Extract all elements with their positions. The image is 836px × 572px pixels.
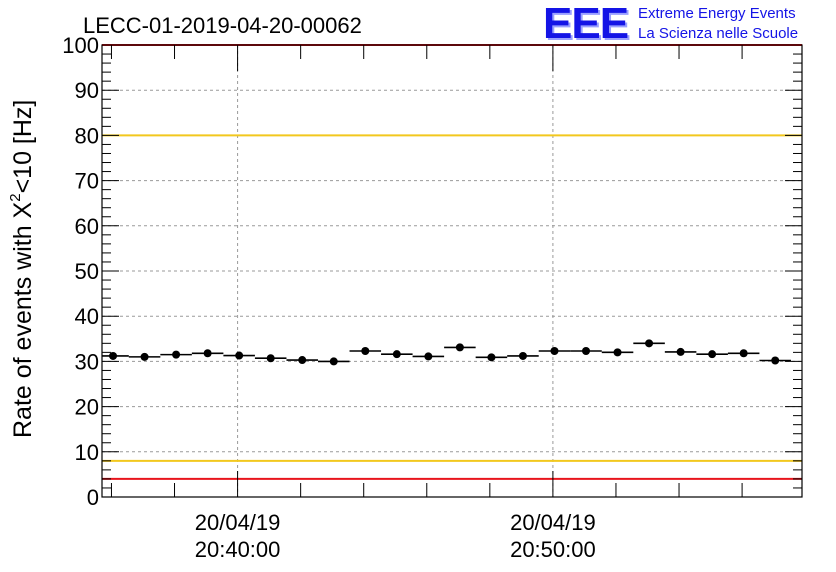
y-tick-label: 50 — [75, 259, 99, 284]
chart-title: LECC-01-2019-04-20-00062 — [83, 13, 362, 38]
data-point — [550, 347, 559, 356]
y-tick-label: 40 — [75, 304, 99, 329]
data-point — [487, 353, 496, 362]
data-point — [361, 347, 370, 356]
data-point — [771, 356, 780, 365]
reference-lines — [102, 44, 802, 480]
data-point — [392, 350, 401, 359]
data-point — [613, 348, 622, 357]
data-point — [645, 339, 654, 348]
data-point — [676, 347, 685, 356]
eee-logo: EEE Extreme Energy Events La Scienza nel… — [543, 2, 833, 46]
y-tick-label: 20 — [75, 395, 99, 420]
y-axis-label: Rate of events with X2<10 [Hz] — [7, 100, 37, 438]
y-tick-label: 80 — [75, 123, 99, 148]
data-point — [329, 357, 338, 366]
data-point — [518, 351, 527, 360]
data-points — [102, 339, 791, 366]
data-point — [140, 352, 149, 361]
tick-labels: 010203040506070809010020/04/1920:40:0020… — [62, 33, 595, 562]
data-point — [266, 354, 275, 363]
y-tick-label: 100 — [62, 33, 99, 58]
data-point — [235, 351, 244, 360]
logo-line-scienza-nelle-scuole: La Scienza nelle Scuole — [638, 25, 799, 42]
eee-logo-mark: EEE — [543, 0, 629, 48]
x-tick-label-date: 20/04/19 — [510, 510, 596, 535]
y-tick-label: 90 — [75, 78, 99, 103]
logo-line-extreme-energy-events: Extreme Energy Events — [638, 5, 796, 22]
y-tick-label: 30 — [75, 349, 99, 374]
y-axis-label-main: Rate of events with X — [9, 201, 37, 438]
data-point — [708, 350, 717, 359]
x-tick-label-time: 20:50:00 — [510, 537, 596, 562]
data-point — [582, 347, 591, 356]
data-point — [298, 356, 307, 365]
y-tick-label: 10 — [75, 440, 99, 465]
y-tick-label: 60 — [75, 214, 99, 239]
data-point — [109, 351, 118, 360]
x-tick-label-date: 20/04/19 — [195, 510, 281, 535]
x-tick-label-time: 20:40:00 — [195, 537, 281, 562]
data-point — [455, 343, 464, 352]
axis-ticks — [102, 44, 802, 498]
y-axis-label-tail: <10 [Hz] — [9, 100, 37, 194]
y-axis-label-superscript: 2 — [7, 193, 24, 201]
y-tick-label: 0 — [87, 485, 99, 510]
data-point — [739, 349, 748, 358]
data-point — [203, 349, 212, 358]
grid — [102, 45, 802, 497]
data-point — [172, 350, 181, 359]
y-tick-label: 70 — [75, 169, 99, 194]
data-point — [424, 352, 433, 361]
